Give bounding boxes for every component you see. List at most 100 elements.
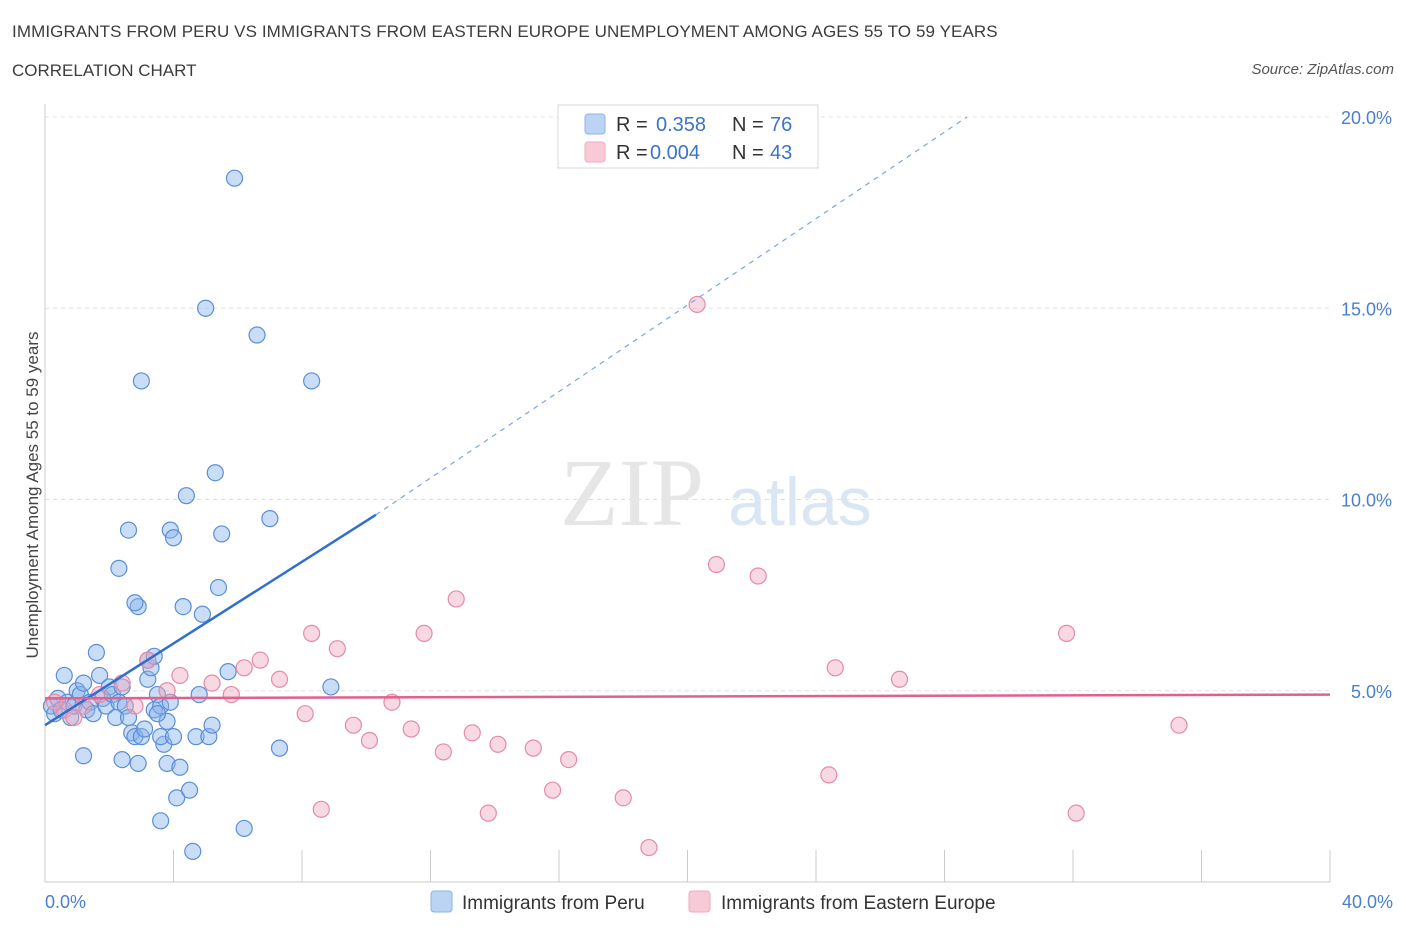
peru-point: [74, 674, 93, 692]
eastern-europe-point: [303, 624, 321, 642]
bottom-legend: Immigrants from Peru Immigrants from Eas…: [430, 890, 996, 914]
peru-point: [152, 728, 170, 746]
chart-subtitle: CORRELATION CHART: [12, 61, 197, 80]
peru-point: [177, 487, 195, 505]
eastern-europe-point: [1170, 716, 1188, 734]
eastern-europe-point: [222, 685, 240, 704]
legend-n-value: 43: [770, 142, 792, 164]
peru-point: [206, 464, 224, 482]
peru-point: [187, 728, 205, 746]
watermark: ZIP atlas: [560, 439, 872, 546]
eastern-europe-point: [447, 590, 465, 608]
eastern-europe-point: [688, 295, 706, 314]
peru-point: [129, 754, 147, 773]
peru-point: [74, 747, 93, 765]
legend-swatch-eastern-europe: [584, 141, 606, 163]
eastern-europe-point: [251, 651, 269, 669]
peru-point: [209, 578, 228, 597]
eastern-europe-point: [560, 750, 578, 769]
axes: 5.0% 10.0% 15.0% 20.0% 0.0% 40.0%: [44, 104, 1393, 912]
y-axis-label: Unemployment Among Ages 55 to 59 years: [23, 332, 42, 659]
legend-swatch-peru: [584, 113, 606, 135]
chart-title: IMMIGRANTS FROM PERU VS IMMIGRANTS FROM …: [12, 22, 998, 41]
peru-point: [270, 739, 289, 757]
peru-point: [180, 781, 199, 799]
peru-trend-extension: [375, 116, 968, 516]
eastern-europe-point: [820, 766, 838, 784]
eastern-europe-point: [1057, 624, 1076, 642]
bottom-legend-label-peru: Immigrants from Peru: [462, 893, 645, 914]
eastern-europe-point: [543, 781, 562, 799]
eastern-europe-point: [270, 670, 289, 688]
eastern-europe-point: [312, 800, 330, 818]
eastern-europe-point: [328, 640, 346, 658]
x-tick-label: 0.0%: [45, 892, 86, 912]
eastern-europe-point: [344, 716, 362, 734]
peru-point: [158, 754, 176, 773]
peru-point: [119, 521, 138, 539]
peru-point: [322, 678, 340, 696]
peru-point: [152, 812, 170, 830]
legend-n-label: N =: [732, 142, 764, 164]
eastern-europe-point: [479, 804, 497, 822]
eastern-europe-point: [826, 659, 844, 677]
top-legend: R = 0.358 N = 76 R = 0.004 N = 43: [557, 104, 819, 169]
peru-point: [261, 510, 279, 528]
peru-point: [171, 758, 189, 776]
peru-point: [91, 666, 109, 685]
peru-point: [184, 842, 202, 861]
legend-r-label: R =: [616, 142, 648, 164]
peru-point: [303, 372, 321, 390]
eastern-europe-point: [707, 555, 726, 574]
eastern-europe-point: [360, 731, 379, 750]
y-tick-label: 20.0%: [1341, 108, 1392, 128]
watermark-zip: ZIP: [560, 439, 704, 546]
peru-point: [168, 789, 186, 807]
eastern-europe-point: [46, 693, 64, 711]
eastern-europe-point: [1067, 804, 1085, 822]
peru-point: [235, 819, 253, 838]
peru-point: [113, 750, 131, 769]
eastern-europe-point: [158, 682, 176, 700]
y-tick-label: 10.0%: [1341, 491, 1392, 511]
trend-lines: [44, 116, 1331, 727]
legend-n-label: N =: [732, 114, 764, 136]
legend-r-value: 0.358: [656, 114, 706, 136]
x-tick-label: 40.0%: [1342, 892, 1393, 912]
legend-r-value: 0.004: [650, 142, 700, 164]
peru-point: [132, 372, 150, 390]
grid: [45, 116, 1330, 692]
eastern-europe-point: [463, 724, 481, 742]
eastern-europe-point: [614, 789, 632, 807]
legend-r-label: R =: [616, 114, 648, 136]
eastern-europe-point: [126, 697, 144, 715]
legend-n-value: 76: [770, 114, 792, 136]
eastern-europe-point: [402, 720, 420, 738]
peru-point: [190, 685, 208, 704]
peru-point: [110, 559, 128, 577]
eastern-europe-point: [235, 659, 253, 677]
eastern-europe-point: [640, 838, 658, 857]
peru-point: [197, 299, 215, 317]
peru-point: [164, 728, 183, 746]
bottom-legend-label-eastern-europe: Immigrants from Eastern Europe: [721, 893, 996, 914]
eastern-europe-point: [524, 739, 542, 757]
peru-point: [164, 529, 183, 547]
peru-point: [248, 326, 266, 344]
peru-point: [203, 716, 221, 734]
y-tick-label: 15.0%: [1341, 299, 1392, 319]
eastern-europe-point: [65, 708, 83, 727]
eastern-europe-trend-line: [44, 693, 1331, 700]
data-points: [42, 169, 1188, 861]
peru-point: [135, 720, 154, 738]
peru-point: [225, 169, 244, 187]
eastern-europe-point: [415, 624, 433, 642]
eastern-europe-point: [296, 705, 314, 723]
peru-point: [126, 594, 144, 612]
peru-point: [213, 525, 231, 543]
peru-point: [219, 663, 237, 681]
source-label: Source: ZipAtlas.com: [1251, 61, 1394, 78]
watermark-atlas: atlas: [728, 464, 872, 540]
bottom-legend-swatch-peru: [430, 890, 453, 913]
